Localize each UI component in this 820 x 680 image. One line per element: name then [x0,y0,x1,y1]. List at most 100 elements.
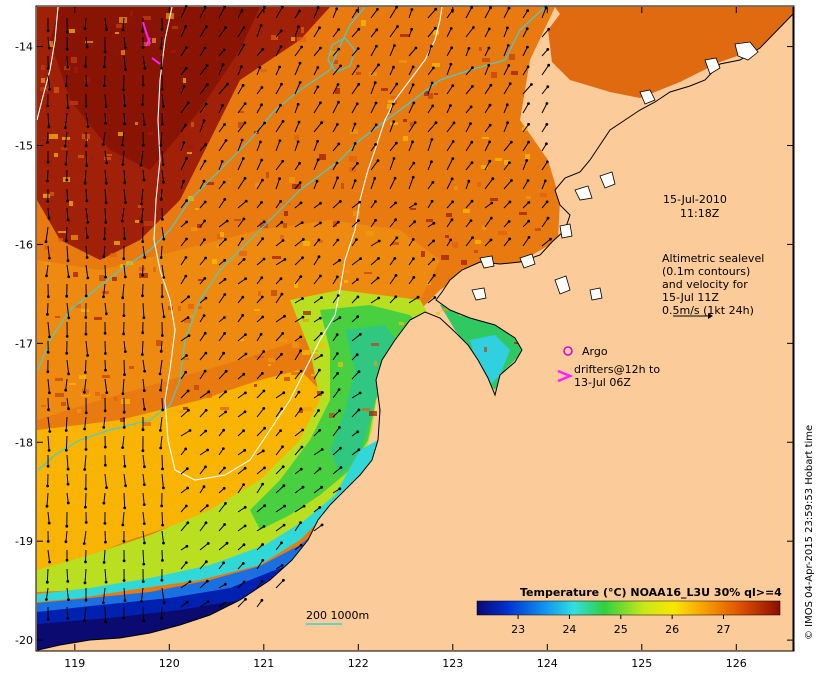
velocity-arrow-head [373,81,377,85]
velocity-arrow-head [263,426,266,430]
velocity-arrow-head [64,126,67,130]
isobath-200m [37,6,366,371]
velocity-arrow [47,36,50,49]
velocity-arrow [104,17,108,30]
velocity-arrow [503,141,512,152]
velocity-arrow-head [260,201,263,204]
velocity-arrow-head [203,46,207,50]
velocity-arrow [199,144,207,152]
velocity-arrow-head [184,5,188,8]
velocity-arrow-head [123,122,126,126]
lon-tick-label: 123 [442,657,463,670]
velocity-arrow-head [121,523,125,527]
velocity-arrow-head [432,221,436,225]
velocity-arrow [66,397,69,409]
velocity-arrow-head [104,312,108,316]
velocity-arrow-head [160,334,164,337]
velocity-arrow-head [316,66,320,69]
velocity-arrow [541,238,551,247]
velocity-arrow [465,86,473,95]
velocity-arrow-head [104,580,108,584]
velocity-arrow [84,568,87,583]
velocity-arrow [484,239,492,247]
velocity-arrow-head [526,65,530,69]
sst-speckle [81,309,89,312]
velocity-arrow-head [223,466,226,470]
sst-speckle [421,251,425,257]
velocity-arrow-head [339,446,342,450]
velocity-arrow [161,530,164,544]
sst-speckle [482,58,490,62]
velocity-arrow [47,74,51,90]
velocity-arrow [541,64,550,76]
velocity-arrow-head [160,27,164,31]
velocity-arrow-head [506,26,509,30]
velocity-arrow-head [162,105,165,108]
velocity-arrow-head [159,46,163,50]
velocity-arrow [351,84,360,95]
velocity-arrow [503,65,510,76]
velocity-arrow-head [103,65,106,69]
sst-speckle [220,232,224,237]
velocity-arrow-head [66,467,70,471]
velocity-arrow-head [204,429,208,433]
velocity-arrow-head [280,292,284,296]
sst-speckle [115,32,119,34]
velocity-arrow-head [203,159,207,163]
sst-speckle [112,277,117,281]
velocity-arrow-head [507,220,511,223]
velocity-arrow-head [281,332,285,335]
velocity-arrow-head [104,121,107,125]
sst-speckle [477,182,481,187]
velocity-arrow-head [103,331,107,335]
velocity-arrow-head [204,296,208,300]
velocity-arrow-head [358,332,362,336]
velocity-arrow-head [141,83,145,87]
velocity-arrow [465,67,473,76]
sst-speckle [148,132,153,135]
velocity-arrow-head [355,353,359,357]
velocity-arrow-head [414,202,417,206]
altimetry-note-line-4: 15-Jul 11Z [662,291,719,304]
sst-speckle [75,304,81,308]
velocity-arrow-head [139,163,143,167]
velocity-arrow-head [186,389,190,393]
velocity-arrow [256,560,264,570]
drifter-label-line-2: 13-Jul 06Z [574,376,631,389]
velocity-arrow [237,506,246,513]
sst-speckle [311,354,319,358]
velocity-arrow [104,568,107,583]
velocity-arrow [66,207,69,220]
velocity-arrow-head [298,61,302,65]
velocity-arrow-head [242,372,246,376]
velocity-arrow-head [46,29,50,33]
velocity-arrow-head [242,43,246,47]
velocity-arrow-head [353,142,357,145]
velocity-arrow [275,160,284,171]
velocity-arrow-head [261,449,265,453]
velocity-arrow [237,238,243,247]
velocity-arrow-head [395,82,399,86]
velocity-arrow [332,48,340,57]
velocity-arrow-head [102,295,105,299]
velocity-arrow-head [84,84,88,87]
velocity-arrow [503,7,510,19]
velocity-arrow [465,7,473,19]
velocity-arrow-head [162,180,165,184]
velocity-arrow-head [162,601,166,605]
sst-speckle [403,136,408,141]
velocity-arrow-head [336,294,340,297]
sst-speckle [74,67,78,73]
velocity-arrow [446,122,455,133]
velocity-arrow-head [143,465,146,469]
velocity-arrow [446,9,453,19]
sst-speckle [272,256,281,259]
velocity-arrow-head [278,139,282,143]
velocity-arrow-head [508,161,511,165]
velocity-arrow [218,181,225,190]
velocity-arrow-head [279,370,283,374]
velocity-arrow-head [141,46,145,49]
velocity-arrow-head [316,6,320,10]
velocity-arrow [142,302,145,318]
velocity-arrow-head [449,62,453,66]
